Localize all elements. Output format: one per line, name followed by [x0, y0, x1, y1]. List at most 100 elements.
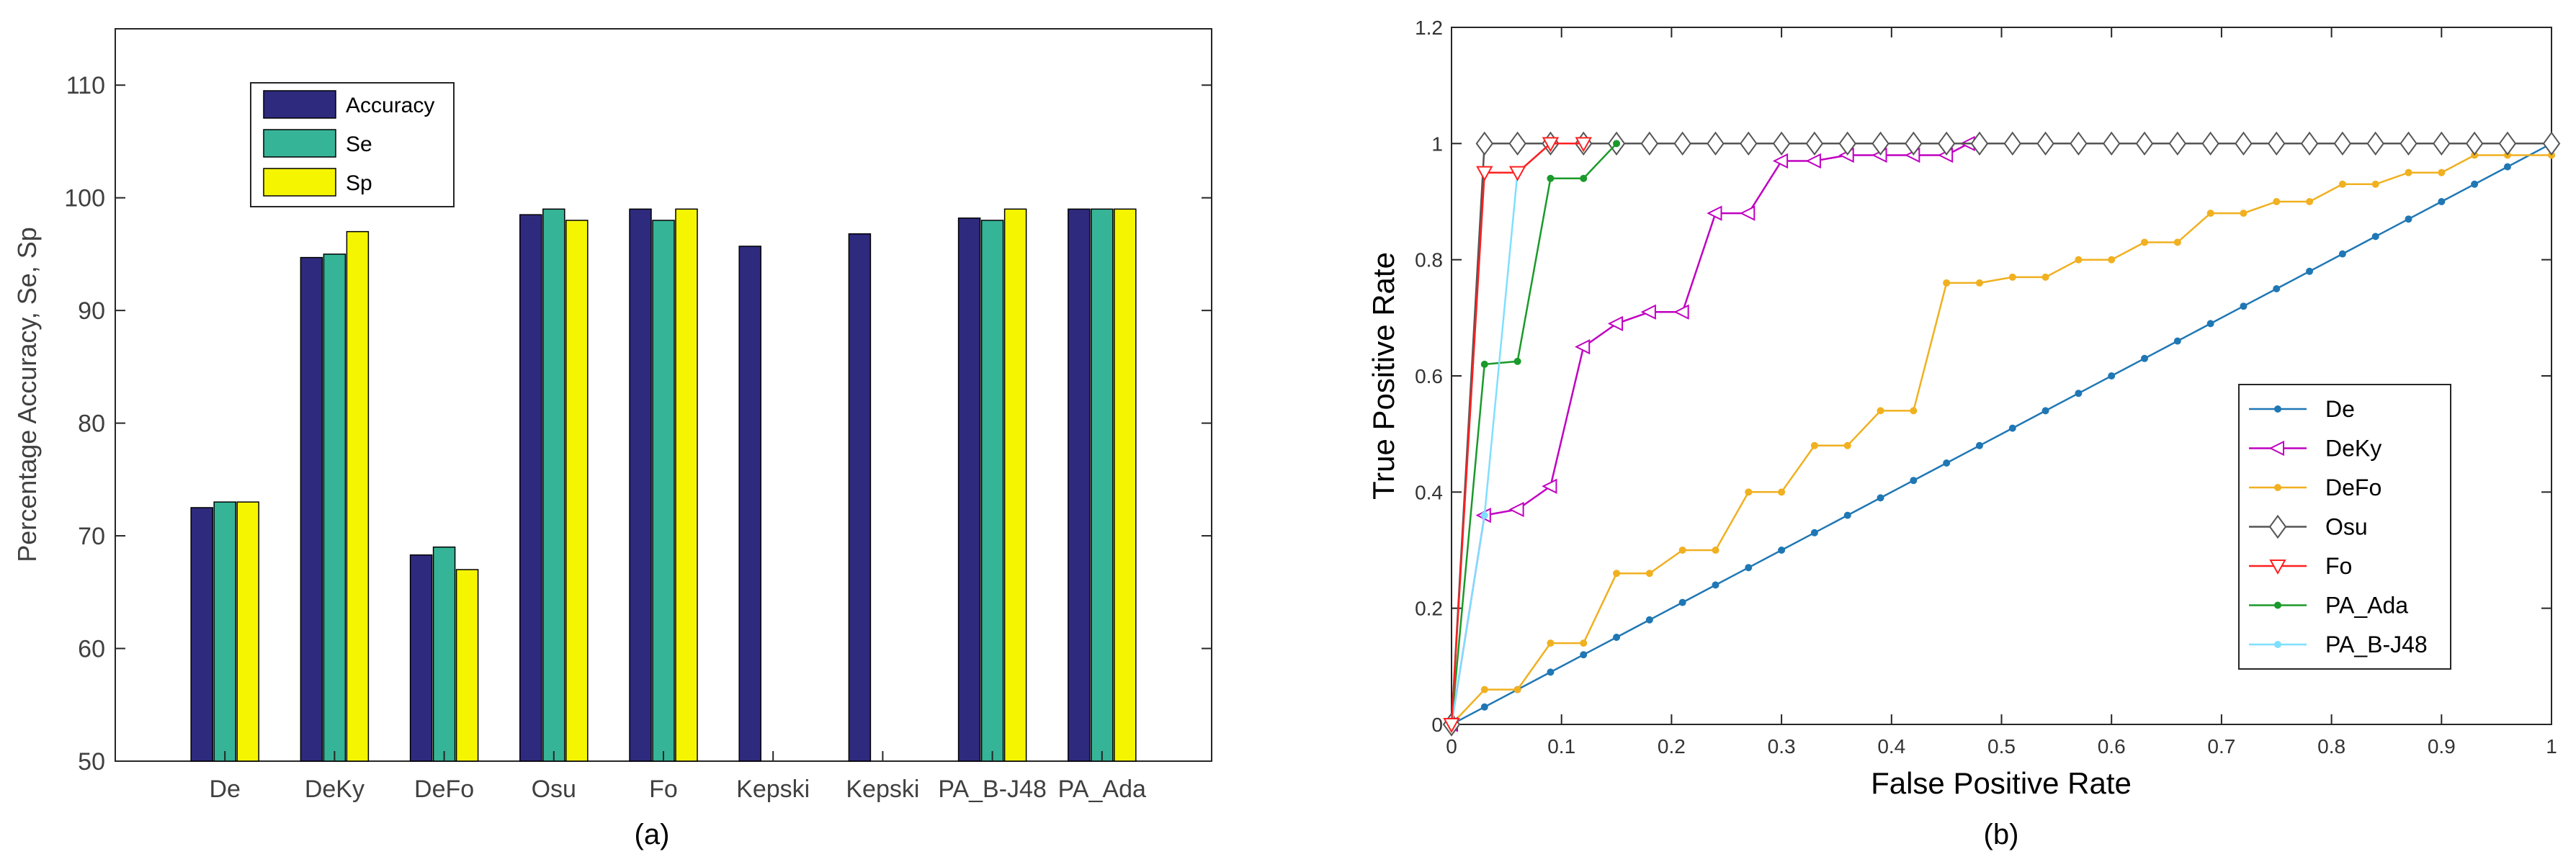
roc-point-deky [1640, 304, 1656, 320]
roc-point-osu [2400, 131, 2418, 156]
roc-point-de [1678, 598, 1686, 606]
bar-y-tick-label: 60 [78, 636, 105, 663]
roc-y-tick-label: 0 [1431, 714, 1443, 736]
bar-legend: Accuracy Se Sp [250, 82, 455, 207]
roc-point-de [2041, 407, 2049, 415]
roc-point-defo [2371, 180, 2379, 188]
roc-point-de [2141, 354, 2149, 362]
roc-series-defo [1448, 151, 2555, 728]
roc-point-fo [1443, 718, 1460, 734]
bar-y-axis-label: Percentage Accuracy, Se, Sp [12, 227, 42, 562]
bar-chart-panel: 50 60 70 80 90 100 110 De DeKy DeFo Osu Fo Kepski Ke… [12, 28, 1212, 850]
roc-point-deky [1575, 339, 1591, 355]
roc-point-defo [2438, 169, 2446, 176]
bar-accuracy-defo [409, 554, 433, 762]
roc-y-tick-label: 1 [1431, 132, 1443, 155]
roc-point-defo [2041, 273, 2049, 281]
roc-point-defo [1910, 407, 1918, 415]
roc-point-deky [1542, 478, 1557, 494]
bar-accuracy-deky [300, 256, 323, 762]
roc-legend-marker-defo [2274, 484, 2281, 491]
roc-point-osu [1772, 131, 1791, 156]
roc-point-de [1975, 441, 1983, 449]
roc-point-de [2206, 320, 2214, 328]
roc-point-de [1943, 459, 1951, 467]
roc-series-osu [1442, 131, 2561, 737]
bar-legend-label-accuracy: Accuracy [346, 94, 434, 117]
bar-x-tick-label-kepski: Kepski [846, 776, 919, 803]
roc-point-osu [2201, 131, 2219, 156]
bar-sp-deky [346, 230, 370, 762]
roc-point-deky [1805, 153, 1821, 169]
bar-y-tick-label: 80 [78, 410, 105, 438]
bar-se-osu [542, 208, 565, 762]
panel-a-caption: (a) [635, 819, 670, 850]
roc-series-fo [1443, 137, 1592, 734]
roc-point-osu [2003, 131, 2022, 156]
roc-point-defo [2008, 273, 2016, 281]
panel-b-caption: (b) [1984, 819, 2019, 850]
roc-point-defo [2306, 198, 2314, 205]
roc-point-osu [2036, 131, 2054, 156]
roc-point-de [2503, 163, 2511, 171]
roc-point-defo [1513, 686, 1521, 693]
bar-accuracy-pa-b-j48 [957, 217, 981, 762]
roc-point-defo [1678, 547, 1686, 554]
roc-point-osu [2366, 131, 2384, 156]
bar-sp-de [236, 501, 259, 762]
roc-y-tick-label: 0.2 [1415, 598, 1443, 620]
roc-point-osu [2135, 131, 2154, 156]
roc-line-pa-ada [1450, 143, 1618, 725]
roc-point-defo [1613, 570, 1621, 578]
roc-point-de [1877, 494, 1884, 502]
roc-y-tick-label: 0.8 [1415, 249, 1443, 271]
bar-accuracy-de [190, 507, 213, 762]
roc-point-de [2075, 390, 2083, 397]
bar-sp-pa-ada [1114, 208, 1137, 762]
bar-legend-label-se: Se [346, 132, 372, 156]
roc-x-tick-label: 0.1 [1547, 735, 1575, 758]
roc-point-de [2008, 424, 2016, 432]
roc-x-tick-label: 0.9 [2428, 735, 2456, 758]
bar-y-tick-label: 110 [66, 72, 105, 99]
roc-point-de [2173, 337, 2181, 345]
roc-point-osu [2300, 131, 2319, 156]
bar-se-de [213, 501, 236, 762]
roc-point-osu [1937, 131, 1956, 156]
roc-legend-marker-osu [2268, 514, 2287, 539]
roc-point-defo [1810, 441, 1818, 449]
roc-legend-marker-pa-ada [2274, 601, 2281, 609]
roc-point-osu [1838, 131, 1856, 156]
roc-point-osu [1508, 131, 1526, 156]
roc-point-osu [1871, 131, 1889, 156]
roc-point-de [1745, 564, 1753, 572]
bar-legend-swatch-se [263, 129, 336, 158]
bar-accuracy-pa-ada [1068, 208, 1091, 762]
roc-point-fo [1575, 137, 1592, 153]
roc-legend-label-osu: Osu [2325, 514, 2368, 540]
roc-legend-label-de: De [2325, 396, 2355, 422]
roc-point-osu [2268, 131, 2286, 156]
bar-accuracy-osu [519, 214, 542, 762]
roc-point-deky [1707, 205, 1722, 221]
roc-point-defo [2108, 256, 2116, 264]
roc-point-de [1810, 529, 1818, 536]
roc-legend: De DeKy DeFo Osu Fo PA_Ada PA_B-J48 [2238, 384, 2451, 670]
roc-point-de [2306, 267, 2314, 275]
roc-point-osu [2465, 131, 2484, 156]
roc-line-defo [1451, 154, 2552, 725]
bar-x-tick-label-pa-ada: PA_Ada [1058, 776, 1146, 803]
roc-point-pa-ada [1480, 360, 1488, 368]
roc-point-osu [2168, 131, 2187, 156]
bar-x-tick-label-defo: DeFo [414, 776, 474, 803]
roc-x-tick-label: 0.6 [2098, 735, 2126, 758]
roc-legend-marker-deky [2268, 440, 2284, 457]
bar-sp-pa-b-j48 [1003, 208, 1027, 762]
roc-point-osu [2102, 131, 2121, 156]
roc-point-defo [1480, 686, 1488, 693]
roc-point-osu [2433, 131, 2451, 156]
roc-legend-label-defo: DeFo [2325, 475, 2382, 500]
roc-point-osu [1905, 131, 1923, 156]
roc-point-defo [1547, 639, 1555, 647]
roc-point-de [2108, 372, 2116, 379]
